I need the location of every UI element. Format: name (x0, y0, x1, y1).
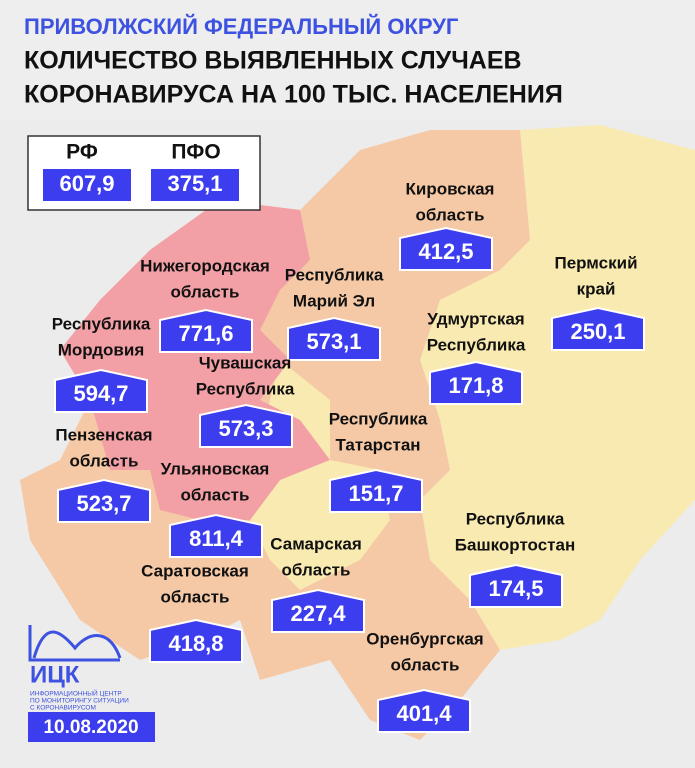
value: 401,4 (396, 701, 452, 726)
value: 573,3 (218, 416, 273, 441)
logo-name: ИЦК (30, 661, 80, 688)
value: 250,1 (570, 319, 625, 344)
region-name: область (282, 560, 351, 579)
region-name: Самарская (270, 534, 361, 553)
value-badge (149, 167, 241, 203)
region-name: Марий Эл (293, 291, 375, 310)
region-name: область (391, 655, 460, 674)
region-name: область (161, 587, 230, 606)
value-badge (329, 468, 423, 513)
region-name: Нижегородская (140, 256, 270, 275)
header-subtitle: КОРОНАВИРУСА НА 100 ТЫС. НАСЕЛЕНИЯ (24, 81, 563, 109)
region-name: Пензенская (55, 425, 152, 444)
value-badge (149, 618, 243, 663)
header-title: ПРИВОЛЖСКИЙ ФЕДЕРАЛЬНЫЙ ОКРУГ (24, 14, 459, 39)
region-name: Ульяновская (161, 459, 270, 478)
region-name: Башкортостан (455, 535, 575, 554)
region-name: область (416, 205, 485, 224)
value-badge (377, 688, 471, 733)
value: 573,1 (306, 329, 361, 354)
region-name: область (70, 451, 139, 470)
value-badge (57, 478, 151, 523)
value-badge (287, 316, 381, 361)
value: 375,1 (167, 171, 222, 196)
date-badge (28, 712, 155, 742)
header-band (0, 0, 695, 120)
value-badge (169, 513, 263, 558)
value-badge (551, 306, 645, 351)
region-name: Чувашская (199, 353, 292, 372)
date: 10.08.2020 (43, 717, 138, 738)
value-badge (199, 403, 293, 448)
region-name: Саратовская (141, 561, 249, 580)
region-name: Мордовия (58, 340, 145, 359)
value-badge (399, 226, 493, 271)
header-subtitle: КОЛИЧЕСТВО ВЫЯВЛЕННЫХ СЛУЧАЕВ (24, 47, 522, 75)
summary-label: РФ (66, 141, 98, 164)
logo-icon (28, 625, 122, 662)
region-name: Республика (329, 409, 428, 428)
region-name: область (171, 282, 240, 301)
value: 594,7 (73, 381, 128, 406)
value: 607,9 (59, 171, 114, 196)
value-badge (469, 563, 563, 608)
region-name: Пермский (554, 253, 637, 272)
region-name: область (181, 485, 250, 504)
region-name: Республика (52, 314, 151, 333)
value: 418,8 (168, 631, 223, 656)
region-name: край (577, 279, 616, 298)
value: 174,5 (488, 576, 543, 601)
region-name: Удмуртская (427, 309, 524, 328)
logo-caption: ПО МОНИТОРИНГУ СИТУАЦИИ (30, 698, 129, 705)
logo-caption: С КОРОНАВИРУСОМ (30, 705, 96, 712)
region-name: Республика (427, 335, 526, 354)
region-shape (420, 125, 695, 650)
value: 412,5 (418, 239, 473, 264)
value: 523,7 (76, 491, 131, 516)
value: 811,4 (189, 526, 244, 551)
region-name: Республика (196, 379, 295, 398)
value-badge (54, 368, 148, 413)
value-badge (159, 308, 253, 353)
value: 227,4 (290, 601, 346, 626)
summary-label: ПФО (171, 141, 220, 164)
value: 151,7 (348, 481, 403, 506)
value-badge (271, 588, 365, 633)
value-badge (429, 360, 523, 405)
region-name: Кировская (406, 179, 495, 198)
value: 771,6 (178, 321, 233, 346)
logo-caption: ИНФОРМАЦИОННЫЙ ЦЕНТР (30, 689, 122, 698)
region-name: Оренбургская (366, 629, 483, 648)
value: 171,8 (448, 373, 503, 398)
region-name: Республика (285, 265, 384, 284)
region-name: Республика (466, 509, 565, 528)
region-name: Татарстан (335, 435, 420, 454)
value-badge (41, 167, 133, 203)
